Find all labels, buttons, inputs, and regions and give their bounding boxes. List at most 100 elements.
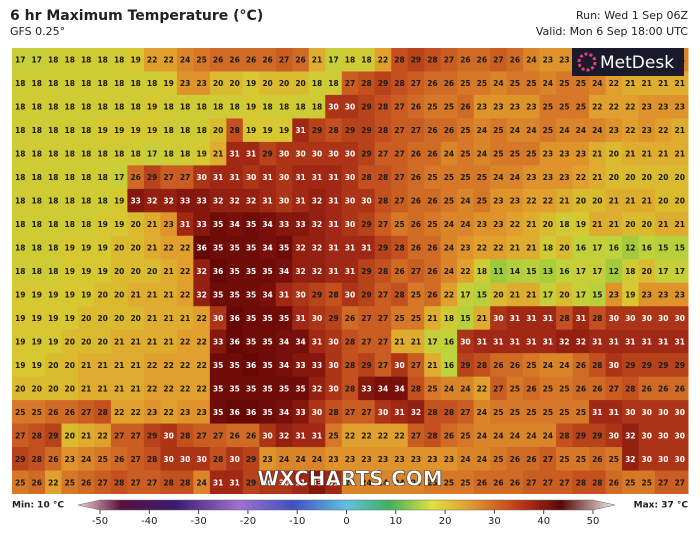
temp-cell [325, 470, 343, 495]
temp-cell [589, 94, 607, 119]
temp-label: 27 [361, 337, 371, 346]
temp-cell [556, 118, 574, 143]
temp-cell [61, 447, 79, 472]
temp-label: 21 [510, 244, 520, 253]
temp-cell [671, 212, 689, 237]
temp-label: 31 [328, 267, 338, 276]
temp-cell [242, 282, 260, 307]
temp-cell [655, 235, 673, 260]
temp-cell [556, 282, 574, 307]
temp-cell [275, 118, 293, 143]
temp-cell [374, 71, 392, 96]
temp-cell [44, 259, 62, 284]
temp-cell [242, 165, 260, 190]
temp-label: 25 [576, 455, 586, 464]
temp-label: 18 [81, 126, 91, 135]
temp-cell [143, 329, 161, 354]
temp-label: 31 [262, 173, 272, 182]
temp-label: 21 [114, 384, 124, 393]
temp-label: 20 [97, 314, 107, 323]
temp-cell [94, 282, 112, 307]
temp-cell [242, 188, 260, 213]
temp-label: 27 [378, 150, 388, 159]
temp-label: 30 [658, 314, 668, 323]
temp-cell [391, 470, 409, 495]
temp-cell [655, 141, 673, 166]
temp-label: 26 [411, 150, 421, 159]
temp-cell [407, 282, 425, 307]
temp-cell [12, 71, 29, 96]
temp-label: 23 [378, 455, 388, 464]
temp-cell [506, 423, 524, 448]
temp-label: 20 [675, 197, 685, 206]
temp-cell [12, 306, 29, 331]
temp-cell [440, 118, 458, 143]
temp-label: 23 [411, 455, 421, 464]
temp-label: 25 [477, 79, 487, 88]
temp-label: 22 [97, 431, 107, 440]
temp-cell [94, 470, 112, 495]
temp-cell [12, 48, 29, 72]
temp-cell [440, 165, 458, 190]
temp-cell [259, 423, 277, 448]
temp-cell [110, 470, 128, 495]
temp-cell [605, 329, 623, 354]
colorbar-tick-label: 20 [439, 516, 452, 527]
temp-label: 26 [477, 478, 487, 487]
temp-label: 28 [361, 173, 371, 182]
temp-label: 21 [130, 337, 140, 346]
temp-label: 27 [345, 79, 355, 88]
temp-label: 15 [658, 244, 668, 253]
temp-label: 26 [427, 290, 437, 299]
temp-label: 32 [295, 267, 305, 276]
temp-cell [440, 400, 458, 425]
temp-label: 27 [361, 408, 371, 417]
temp-label: 25 [427, 384, 437, 393]
temp-label: 32 [196, 267, 206, 276]
temp-cell [209, 48, 227, 72]
temp-cell [226, 376, 244, 401]
temp-cell [160, 48, 178, 72]
temp-cell [325, 423, 343, 448]
temp-cell [143, 282, 161, 307]
temp-cell [308, 212, 326, 237]
temp-cell [209, 259, 227, 284]
temp-label: 27 [130, 478, 140, 487]
temp-cell [209, 282, 227, 307]
temp-label: 30 [279, 197, 289, 206]
temp-label: 21 [675, 150, 685, 159]
temp-cell [44, 353, 62, 378]
temp-label: 26 [642, 384, 652, 393]
temp-label: 28 [32, 431, 42, 440]
temp-label: 32 [312, 197, 322, 206]
temp-cell [490, 306, 508, 331]
temp-label: 19 [32, 314, 42, 323]
temp-label: 27 [394, 197, 404, 206]
temp-cell [424, 235, 442, 260]
temp-label: 26 [345, 314, 355, 323]
temp-label: 26 [411, 173, 421, 182]
temp-label: 24 [460, 197, 470, 206]
temp-cell [622, 470, 640, 495]
temp-cell [638, 71, 656, 96]
temp-label: 18 [15, 267, 25, 276]
temp-cell [457, 141, 475, 166]
temp-label: 24 [543, 361, 553, 370]
temp-label: 21 [97, 384, 107, 393]
temp-label: 31 [295, 478, 305, 487]
temp-label: 19 [32, 337, 42, 346]
temp-cell [127, 118, 145, 143]
temp-cell [622, 447, 640, 472]
temp-label: 24 [196, 478, 206, 487]
temp-cell [539, 71, 557, 96]
temp-label: 21 [625, 197, 635, 206]
temp-cell [143, 94, 161, 119]
temp-cell [176, 48, 194, 72]
temp-cell [28, 188, 46, 213]
temp-label: 34 [279, 267, 289, 276]
temp-cell [457, 235, 475, 260]
temp-cell [259, 48, 277, 72]
temp-label: 20 [279, 79, 289, 88]
temp-label: 22 [163, 408, 173, 417]
